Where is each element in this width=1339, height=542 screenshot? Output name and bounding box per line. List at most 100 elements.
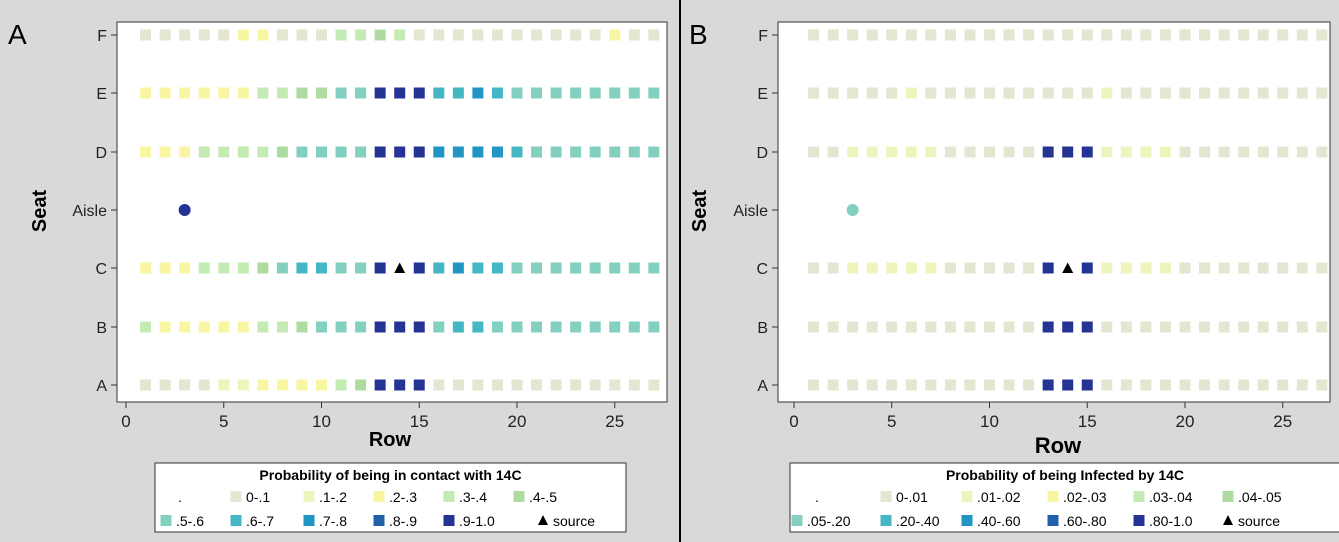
panel-b-seat-e-row-18: [1140, 87, 1152, 99]
panel-a-seat-d-row-22: [550, 146, 562, 158]
panel-a-seat-f-row-12: [355, 29, 367, 41]
panel-b-seat-a-row-13: [1042, 379, 1054, 391]
panel-a-seat-e-row-5: [218, 87, 230, 99]
panel-a-seat-e-row-15: [413, 87, 425, 99]
panel-b-seat-a-row-24: [1257, 379, 1269, 391]
panel-b-seat-a-row-8: [944, 379, 956, 391]
panel-a-legend-label: .9-1.0: [459, 513, 495, 529]
panel-a-legend-swatch: [303, 491, 315, 502]
panel-b-seat-d-row-1: [808, 146, 820, 158]
panel-b-seat-f-row-1: [808, 29, 820, 41]
panel-a-seat-e-row-18: [472, 87, 484, 99]
panel-a-seat-d-row-3: [179, 146, 191, 158]
panel-a-seat-b-row-18: [472, 321, 484, 333]
panel-b-legend-swatch: [880, 491, 892, 502]
panel-a-seat-b-row-10: [316, 321, 327, 333]
panel-a-seat-d-row-5: [218, 146, 230, 158]
panel-a-seat-e-row-7: [257, 87, 269, 99]
panel-b-x-axis-title: Row: [1035, 433, 1082, 458]
panel-b-seat-d-row-13: [1042, 146, 1054, 158]
panel-a-seat-d-row-19: [491, 146, 503, 158]
panel-a-aisle-point: [178, 204, 191, 216]
panel-b-seat-c-row-5: [886, 262, 898, 274]
panel-a-x-axis-title: Row: [369, 429, 412, 451]
panel-b-seat-d-row-23: [1238, 146, 1250, 158]
panel-b-legend-swatch: [880, 515, 892, 526]
panel-a-seat-b-row-11: [335, 321, 347, 333]
panel-a-seat-c-row-12: [355, 262, 367, 274]
panel-a-seat-c-row-25: [609, 262, 621, 274]
panel-b-seat-b-row-8: [944, 321, 956, 333]
panel-a-seat-b-row-25: [609, 321, 621, 333]
panel-b-seat-a-row-7: [925, 379, 937, 391]
panel-a-seat-c-row-13: [374, 262, 386, 274]
panel-a-y-tick-label: D: [95, 145, 107, 162]
panel-b-seat-b-row-23: [1238, 321, 1250, 333]
panel-a-legend-label: .6-.7: [246, 513, 274, 529]
panel-b-seat-d-row-5: [886, 146, 898, 158]
panel-b-seat-f-row-15: [1081, 29, 1093, 41]
panel-b-seat-e-row-5: [886, 87, 898, 99]
panel-a-seat-a-row-20: [511, 379, 523, 391]
panel-a-seat-b-row-9: [296, 321, 308, 333]
panel-a-legend-label: source: [553, 513, 595, 529]
panel-a-seat-f-row-13: [374, 29, 386, 41]
panel-b-seat-c-row-7: [925, 262, 937, 274]
panel-a-seat-d-row-11: [335, 146, 347, 158]
panel-b-y-tick-label: B: [757, 320, 768, 337]
panel-b-seat-e-row-26: [1296, 87, 1308, 99]
panel-a-seat-c-row-6: [237, 262, 249, 274]
panel-a-seat-b-row-5: [218, 321, 230, 333]
panel-a-seat-d-row-27: [648, 146, 660, 158]
panel-b-seat-c-row-20: [1179, 262, 1191, 274]
panel-b-seat-e-row-16: [1101, 87, 1113, 99]
panel-a-seat-c-row-10: [316, 262, 327, 274]
panel-b-x-tick-label: 25: [1273, 412, 1292, 431]
panel-b-seat-f-row-27: [1316, 29, 1328, 41]
panel-b-seat-f-row-22: [1218, 29, 1230, 41]
panel-b-seat-e-row-2: [827, 87, 839, 99]
panel-a-seat-a-row-17: [452, 379, 464, 391]
panel-b-seat-b-row-15: [1081, 321, 1093, 333]
panel-b-seat-a-row-27: [1316, 379, 1328, 391]
panel-a-legend-swatch: [373, 491, 385, 502]
panel-a-seat-b-row-15: [413, 321, 425, 333]
panel-b-seat-c-row-9: [964, 262, 976, 274]
panel-b-legend-label: .04-.05: [1238, 489, 1282, 505]
panel-b-seat-b-row-18: [1140, 321, 1152, 333]
panel-b-seat-e-row-13: [1042, 87, 1054, 99]
panel-b-legend-swatch: [1222, 491, 1234, 502]
panel-b-seat-e-row-21: [1199, 87, 1211, 99]
panel-a-seat-e-row-8: [276, 87, 288, 99]
panel-b-seat-c-row-2: [827, 262, 839, 274]
panel-b-seat-c-row-8: [944, 262, 956, 274]
panel-b-x-tick-label: 5: [887, 412, 896, 431]
panel-a-legend-label: 0-.1: [246, 489, 270, 505]
panel-b-seat-e-row-3: [847, 87, 859, 99]
panel-b-seat-a-row-1: [808, 379, 820, 391]
panel-a-seat-b-row-26: [628, 321, 640, 333]
panel-a-seat-e-row-22: [550, 87, 562, 99]
panel-a-seat-e-row-1: [140, 87, 152, 99]
panel-b-seat-f-row-20: [1179, 29, 1191, 41]
panel-a-seat-e-row-17: [452, 87, 464, 99]
panel-b-seat-b-row-3: [847, 321, 859, 333]
panel-b-seat-f-row-14: [1062, 29, 1074, 41]
panel-a-seat-e-row-25: [609, 87, 621, 99]
panel-a-seat-e-row-14: [394, 87, 406, 99]
panel-b-seat-c-row-12: [1023, 262, 1035, 274]
panel-b-seat-f-row-4: [866, 29, 878, 41]
panel-b-seat-c-row-15: [1081, 262, 1093, 274]
panel-b-seat-f-row-16: [1101, 29, 1113, 41]
panel-b-seat-f-row-11: [1003, 29, 1015, 41]
panel-a-legend-swatch: [443, 515, 455, 526]
panel-a-source-marker: [394, 262, 406, 273]
panel-a-seat-a-row-1: [140, 379, 152, 391]
panel-a-seat-b-row-27: [648, 321, 660, 333]
panel-b-seat-e-row-6: [905, 87, 917, 99]
panel-a-seat-f-row-4: [198, 29, 210, 41]
panel-a-seat-f-row-2: [159, 29, 171, 41]
panel-a-seat-b-row-22: [550, 321, 562, 333]
panel-b-seat-e-row-24: [1257, 87, 1269, 99]
panel-b-seat-d-row-4: [866, 146, 878, 158]
